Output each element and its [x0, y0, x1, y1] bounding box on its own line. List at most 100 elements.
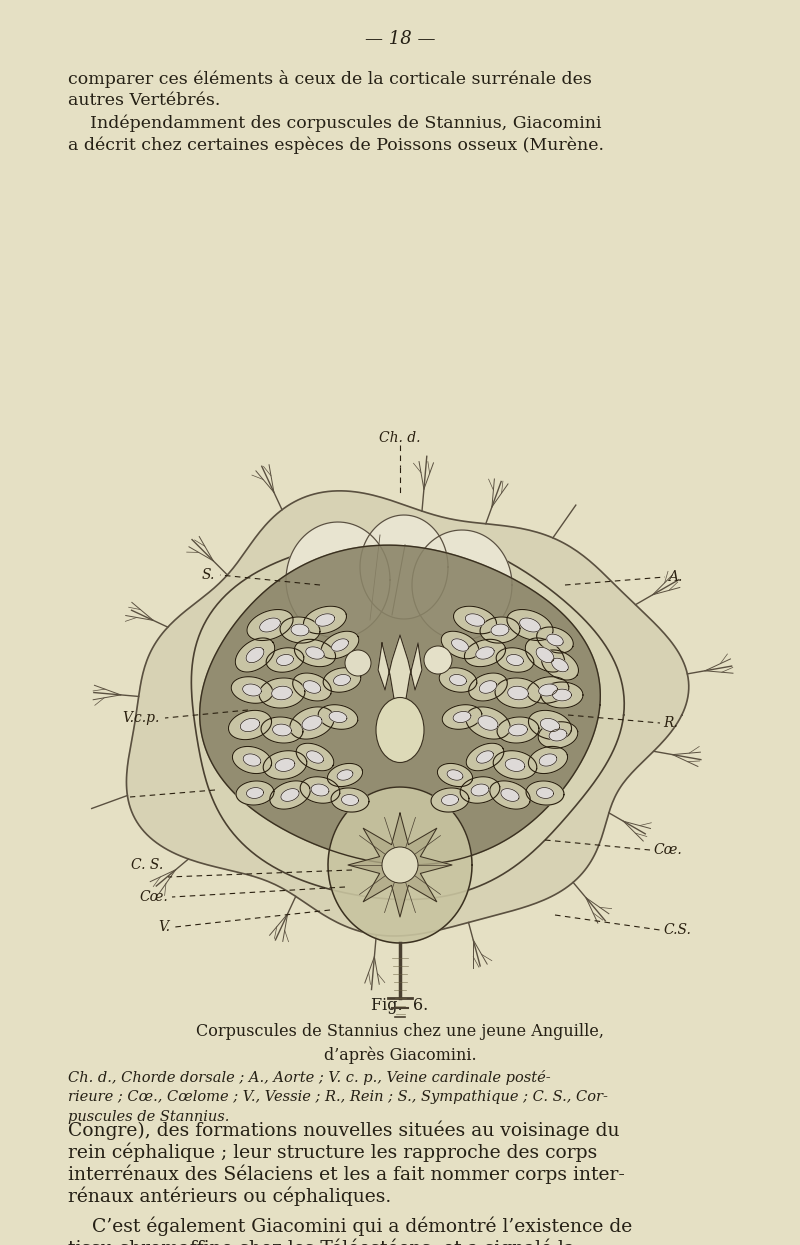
- Polygon shape: [321, 631, 359, 659]
- Polygon shape: [318, 705, 358, 730]
- Polygon shape: [303, 606, 346, 634]
- Polygon shape: [280, 618, 320, 644]
- Polygon shape: [291, 624, 309, 636]
- Polygon shape: [537, 627, 574, 654]
- Polygon shape: [378, 635, 422, 730]
- Polygon shape: [469, 674, 507, 701]
- Text: rein céphalique ; leur structure les rapproche des corps: rein céphalique ; leur structure les rap…: [68, 1142, 598, 1162]
- Polygon shape: [263, 751, 307, 779]
- Text: comparer ces éléments à ceux de la corticale surrénale des: comparer ces éléments à ceux de la corti…: [68, 70, 592, 88]
- Polygon shape: [328, 787, 472, 942]
- Polygon shape: [526, 781, 564, 806]
- Text: Congre), des formations nouvelles situées au voisinage du: Congre), des formations nouvelles située…: [68, 1120, 619, 1139]
- Polygon shape: [496, 647, 534, 672]
- Polygon shape: [549, 730, 567, 741]
- Text: Fig.  6.: Fig. 6.: [371, 997, 429, 1013]
- Polygon shape: [520, 618, 540, 632]
- Text: C.S.: C.S.: [663, 923, 691, 937]
- Polygon shape: [302, 716, 322, 731]
- Polygon shape: [491, 624, 509, 636]
- Polygon shape: [315, 614, 334, 626]
- Polygon shape: [261, 717, 303, 743]
- Polygon shape: [306, 647, 324, 659]
- Polygon shape: [538, 684, 558, 696]
- Text: tissu chromaffine chez les Téléostéens, et a signalé la: tissu chromaffine chez les Téléostéens, …: [68, 1239, 575, 1245]
- Polygon shape: [451, 639, 469, 651]
- Text: d’après Giacomini.: d’après Giacomini.: [324, 1047, 476, 1064]
- Polygon shape: [508, 686, 528, 700]
- Polygon shape: [348, 813, 452, 918]
- Polygon shape: [294, 640, 335, 666]
- Polygon shape: [191, 535, 624, 900]
- Polygon shape: [540, 718, 560, 732]
- Polygon shape: [266, 647, 304, 672]
- Polygon shape: [200, 545, 600, 865]
- Polygon shape: [337, 769, 353, 781]
- Text: a décrit chez certaines espèces de Poissons osseux (Murène.: a décrit chez certaines espèces de Poiss…: [68, 136, 604, 153]
- Text: interrénaux des Sélaciens et les a fait nommer corps inter-: interrénaux des Sélaciens et les a fait …: [68, 1164, 625, 1184]
- Polygon shape: [454, 606, 497, 634]
- Polygon shape: [232, 747, 271, 773]
- Text: rénaux antérieurs ou céphaliques.: rénaux antérieurs ou céphaliques.: [68, 1186, 391, 1205]
- Polygon shape: [306, 751, 323, 763]
- Polygon shape: [477, 751, 494, 763]
- Polygon shape: [412, 530, 512, 640]
- Polygon shape: [235, 637, 274, 672]
- Text: C. S.: C. S.: [130, 858, 163, 872]
- Polygon shape: [431, 788, 469, 812]
- Text: C’est également Giacomini qui a démontré l’existence de: C’est également Giacomini qui a démontré…: [68, 1218, 632, 1236]
- Polygon shape: [538, 722, 578, 748]
- Text: V.: V.: [158, 920, 170, 934]
- Polygon shape: [501, 788, 519, 802]
- Text: V.c.p.: V.c.p.: [122, 711, 160, 725]
- Polygon shape: [542, 650, 578, 680]
- Polygon shape: [331, 639, 349, 651]
- Polygon shape: [541, 682, 583, 708]
- Polygon shape: [439, 667, 477, 692]
- Polygon shape: [286, 522, 390, 637]
- Polygon shape: [536, 647, 554, 662]
- Polygon shape: [490, 781, 530, 809]
- Polygon shape: [528, 747, 567, 773]
- Polygon shape: [342, 794, 358, 806]
- Polygon shape: [300, 777, 340, 803]
- Text: Ch. d.: Ch. d.: [379, 431, 421, 444]
- Polygon shape: [506, 655, 523, 666]
- Polygon shape: [259, 679, 305, 708]
- Circle shape: [382, 847, 418, 883]
- Ellipse shape: [376, 697, 424, 762]
- Polygon shape: [229, 711, 271, 740]
- Polygon shape: [246, 788, 263, 798]
- Polygon shape: [438, 763, 473, 787]
- Polygon shape: [460, 777, 500, 803]
- Text: Cœ.: Cœ.: [139, 890, 168, 904]
- Polygon shape: [495, 679, 541, 708]
- Polygon shape: [450, 675, 466, 686]
- Polygon shape: [447, 769, 463, 781]
- Polygon shape: [247, 610, 293, 640]
- Text: S.: S.: [202, 568, 215, 581]
- Polygon shape: [323, 667, 361, 692]
- Polygon shape: [529, 711, 571, 740]
- Text: Indépendamment des corpuscules de Stannius, Giacomini: Indépendamment des corpuscules de Stanni…: [68, 115, 602, 132]
- Circle shape: [345, 650, 371, 676]
- Polygon shape: [509, 725, 527, 736]
- Circle shape: [424, 646, 452, 674]
- Polygon shape: [303, 681, 321, 693]
- Polygon shape: [537, 788, 554, 798]
- Polygon shape: [539, 754, 557, 766]
- Polygon shape: [494, 751, 537, 779]
- Polygon shape: [296, 743, 334, 771]
- Polygon shape: [507, 610, 553, 640]
- Polygon shape: [240, 718, 260, 732]
- Polygon shape: [476, 647, 494, 659]
- Text: autres Vertébrés.: autres Vertébrés.: [68, 92, 220, 110]
- Text: rieure ; Cœ., Cœlome ; V., Vessie ; R., Rein ; S., Sympathique ; C. S., Cor-: rieure ; Cœ., Cœlome ; V., Vessie ; R., …: [68, 1091, 608, 1104]
- Polygon shape: [453, 711, 471, 722]
- Polygon shape: [466, 707, 510, 740]
- Polygon shape: [552, 659, 568, 672]
- Polygon shape: [281, 788, 299, 802]
- Polygon shape: [466, 614, 485, 626]
- Text: puscules de Stannius.: puscules de Stannius.: [68, 1111, 230, 1124]
- Polygon shape: [331, 788, 369, 812]
